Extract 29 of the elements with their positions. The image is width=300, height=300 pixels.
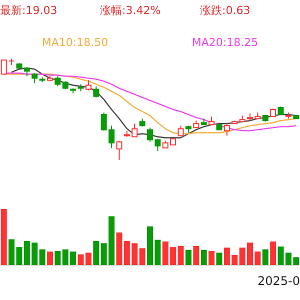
text: MA20:18.25 [192,36,258,49]
bar [270,241,276,265]
candlestick [32,72,38,84]
text: 涨幅:3.42% [100,4,161,17]
bar [262,249,268,265]
text: 2025-0 [257,274,300,288]
bar [116,232,122,265]
text: 最新:19.03 [0,4,58,17]
candlestick [93,86,100,98]
bar [0,209,7,265]
bar [178,246,184,265]
bar [193,246,200,265]
text: 涨跌:0.63 [200,4,250,17]
text: MA10:18.50 [42,36,108,49]
bar [185,250,192,265]
candlestick [116,140,122,160]
candlestick [85,80,92,91]
bar [39,249,46,265]
bar [47,252,53,265]
candlestick [178,125,184,136]
bar [54,251,61,265]
candlestick [54,76,61,87]
bar [200,250,207,265]
bar [216,252,222,265]
candlestick [24,66,30,77]
bar [139,248,146,265]
bar [208,251,215,265]
bar [93,240,100,265]
candlestick [224,122,230,136]
